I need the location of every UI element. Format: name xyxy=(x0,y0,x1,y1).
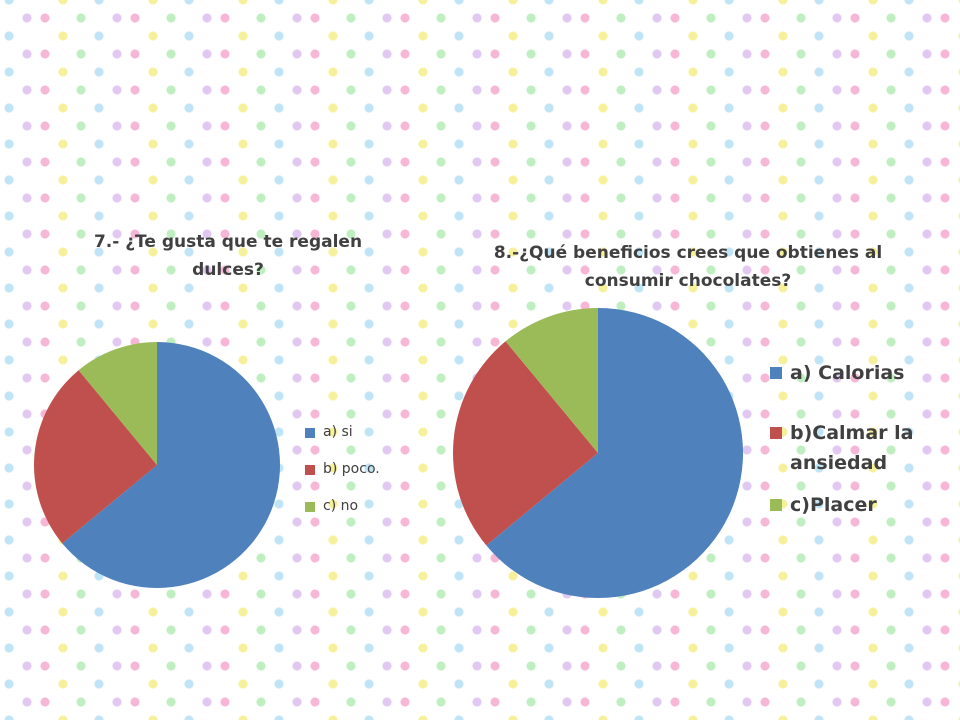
legend-label: a) Calorias xyxy=(790,362,905,384)
legend-item: c)Placer xyxy=(770,490,940,520)
pie-slice xyxy=(78,342,157,465)
pie-slice xyxy=(34,370,157,544)
legend-item: b) poco. xyxy=(305,457,425,482)
legend-label: b)Calmar la ansiedad xyxy=(790,422,914,474)
legend: a) si b) poco. c) no xyxy=(305,420,425,519)
legend-label: b) poco. xyxy=(323,461,380,477)
pie-slice xyxy=(505,308,598,453)
chart-title: 8.-¿Qué beneficios crees que obtienes al… xyxy=(493,243,883,291)
legend-swatch xyxy=(770,367,782,379)
legend: a) Calorias b)Calmar la ansiedad c)Placer xyxy=(770,358,940,520)
legend-swatch xyxy=(305,501,315,512)
legend-label: c) no xyxy=(323,498,359,514)
legend-label: a) si xyxy=(323,424,353,440)
legend-swatch xyxy=(770,499,782,511)
legend-swatch xyxy=(305,427,315,438)
legend-item: a) si xyxy=(305,420,425,445)
chart-title: 7.- ¿Te gusta que te regalen dulces? xyxy=(93,232,363,280)
pie-slice xyxy=(486,308,743,598)
legend-swatch xyxy=(305,464,315,475)
legend-swatch xyxy=(770,427,782,439)
pie-slice xyxy=(453,341,598,546)
legend-item: a) Calorias xyxy=(770,358,940,388)
pie-slice xyxy=(62,342,281,588)
legend-item: b)Calmar la ansiedad xyxy=(770,418,940,478)
legend-label: c)Placer xyxy=(790,494,877,516)
legend-item: c) no xyxy=(305,494,425,519)
